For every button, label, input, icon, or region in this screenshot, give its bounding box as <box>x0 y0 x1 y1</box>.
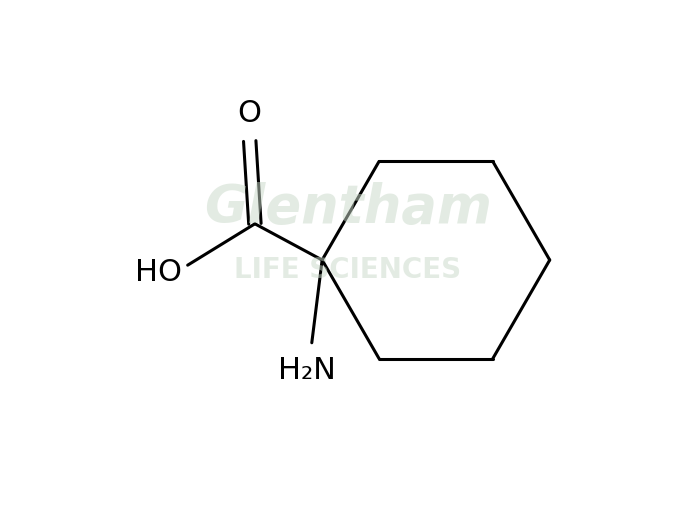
Text: H₂N: H₂N <box>278 356 335 385</box>
Text: O: O <box>238 99 262 128</box>
Text: Glentham: Glentham <box>204 183 492 235</box>
Text: HO: HO <box>136 258 182 288</box>
Text: LIFE SCIENCES: LIFE SCIENCES <box>235 256 461 284</box>
